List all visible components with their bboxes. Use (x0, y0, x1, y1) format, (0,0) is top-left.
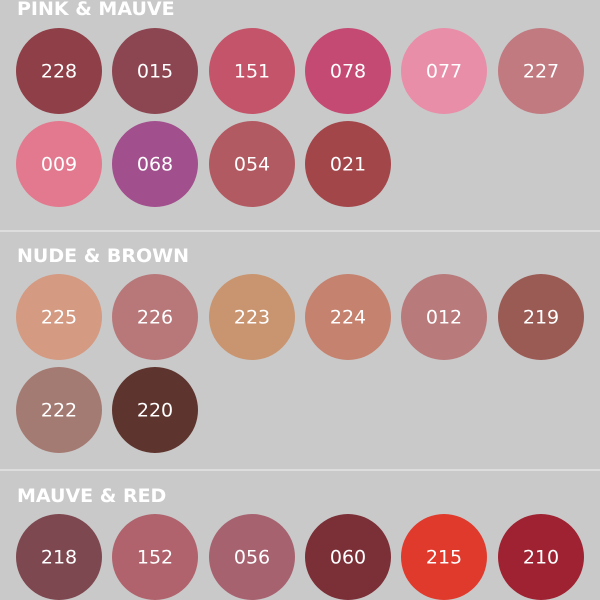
swatch-circle (16, 121, 102, 207)
swatch: 224 (305, 274, 391, 360)
swatch-circle (305, 274, 391, 360)
swatch-circle (498, 28, 584, 114)
swatch-circle (498, 514, 584, 600)
swatch-label: 215 (426, 547, 462, 569)
swatch-label: 021 (330, 154, 366, 176)
swatch-label: 015 (137, 61, 173, 83)
swatch: 227 (498, 28, 584, 114)
swatch: 056 (209, 514, 295, 600)
swatch-circle (305, 121, 391, 207)
swatch-circle (112, 514, 198, 600)
swatch-label: 222 (41, 400, 77, 422)
swatch: 222 (16, 367, 102, 453)
swatch: 223 (209, 274, 295, 360)
swatch: 012 (401, 274, 487, 360)
swatch-circle (112, 367, 198, 453)
swatch: 077 (401, 28, 487, 114)
swatch: 228 (16, 28, 102, 114)
swatch-label: 225 (41, 307, 77, 329)
swatch-circle (16, 28, 102, 114)
swatch-circle (498, 274, 584, 360)
swatch: 219 (498, 274, 584, 360)
swatch-label: 227 (523, 61, 559, 83)
swatch-circle (112, 274, 198, 360)
swatch: 021 (305, 121, 391, 207)
swatch-label: 056 (234, 547, 270, 569)
swatch-label: 151 (234, 61, 270, 83)
swatch-label: 210 (523, 547, 559, 569)
swatch-circle (209, 514, 295, 600)
swatch-circle (401, 514, 487, 600)
swatch-label: 078 (330, 61, 366, 83)
swatch-label: 152 (137, 547, 173, 569)
swatch-label: 224 (330, 307, 366, 329)
swatch: 068 (112, 121, 198, 207)
swatch-label: 054 (234, 154, 270, 176)
swatch-circle (16, 367, 102, 453)
swatch-label: 012 (426, 307, 462, 329)
swatch: 151 (209, 28, 295, 114)
swatch-circle (209, 274, 295, 360)
swatch-circle (112, 28, 198, 114)
section-title: NUDE & BROWN (17, 245, 189, 267)
swatch-label: 218 (41, 547, 77, 569)
swatch-label: 009 (41, 154, 77, 176)
swatch-circle (209, 28, 295, 114)
swatch-label: 220 (137, 400, 173, 422)
swatch-circle (209, 121, 295, 207)
swatch-label: 077 (426, 61, 462, 83)
section-title: MAUVE & RED (17, 485, 166, 507)
swatch: 226 (112, 274, 198, 360)
swatch: 225 (16, 274, 102, 360)
swatch-circle (401, 28, 487, 114)
swatch-label: 223 (234, 307, 270, 329)
swatch-label: 060 (330, 547, 366, 569)
swatch: 078 (305, 28, 391, 114)
swatch-circle (305, 514, 391, 600)
swatch-circle (305, 28, 391, 114)
swatch-circle (112, 121, 198, 207)
swatch: 218 (16, 514, 102, 600)
swatch-label: 068 (137, 154, 173, 176)
swatch-circle (16, 514, 102, 600)
swatch-circle (16, 274, 102, 360)
swatch-label: 228 (41, 61, 77, 83)
swatch: 210 (498, 514, 584, 600)
section-title: PINK & MAUVE (17, 0, 175, 20)
swatch: 015 (112, 28, 198, 114)
swatch: 215 (401, 514, 487, 600)
swatch: 009 (16, 121, 102, 207)
swatch-circle (401, 274, 487, 360)
swatch: 220 (112, 367, 198, 453)
swatch: 152 (112, 514, 198, 600)
swatch: 054 (209, 121, 295, 207)
swatch-label: 226 (137, 307, 173, 329)
swatch: 060 (305, 514, 391, 600)
swatch-label: 219 (523, 307, 559, 329)
